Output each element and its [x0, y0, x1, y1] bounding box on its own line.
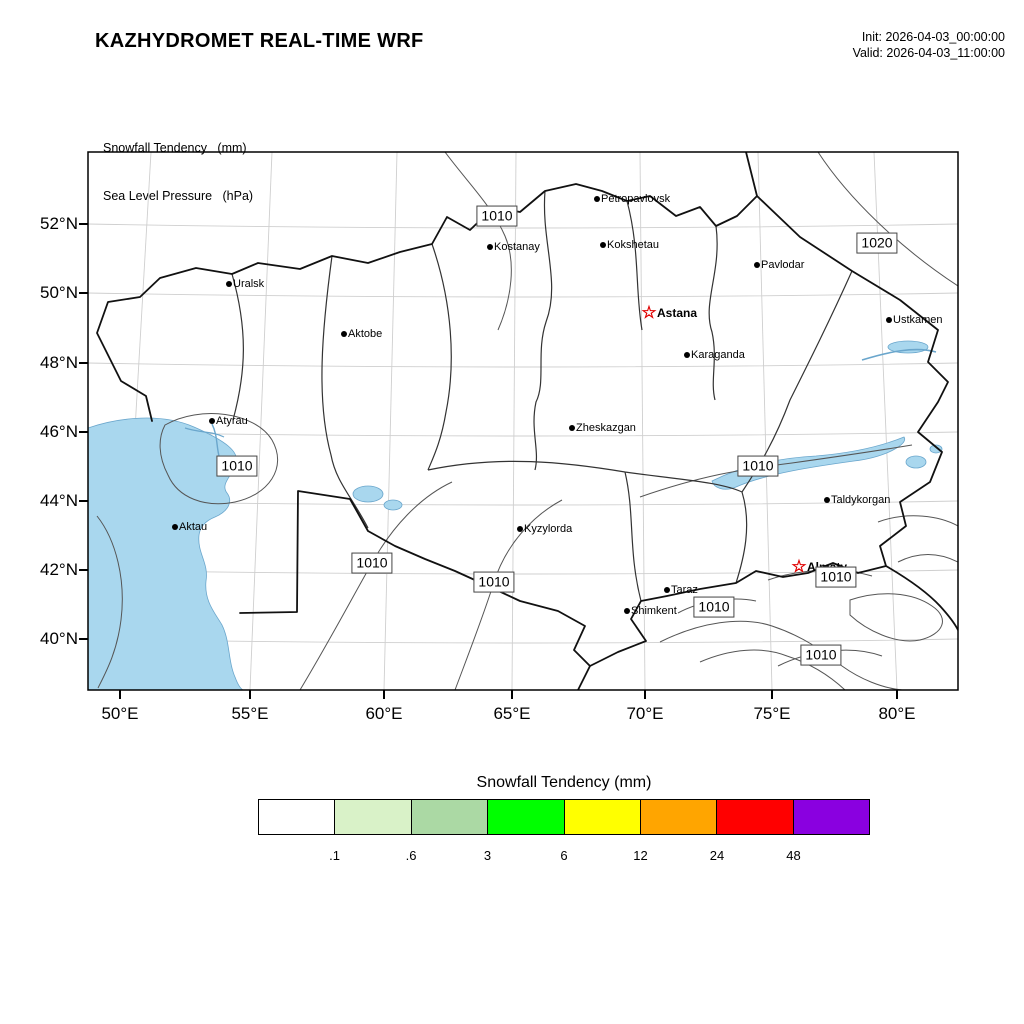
lake-alakol	[905, 455, 927, 469]
region-borders	[231, 190, 853, 602]
init-time: Init: 2026-04-03_00:00:00	[861, 30, 1005, 44]
lake-balkhash	[711, 436, 906, 490]
small-lake	[929, 444, 943, 454]
field-label-pressure: Sea Level Pressure (hPa)	[103, 189, 254, 204]
aral-sea	[352, 485, 384, 503]
lake-zaysan	[887, 340, 929, 354]
river	[861, 348, 937, 361]
country-border	[96, 152, 958, 690]
caspian-sea	[88, 417, 244, 690]
run-times: Init: 2026-04-03_00:00:00 Valid: 2026-04…	[853, 30, 1005, 61]
field-label-snowfall: Snowfall Tendency (mm)	[103, 140, 247, 155]
colorbar-segment	[716, 799, 794, 835]
colorbar	[258, 799, 870, 835]
small-lake	[383, 499, 403, 511]
page-title: KAZHYDROMET REAL-TIME WRF	[95, 30, 424, 52]
colorbar-segment	[792, 799, 870, 835]
valid-time: Valid: 2026-04-03_11:00:00	[852, 45, 1005, 60]
river	[184, 427, 225, 438]
colorbar-segment	[563, 799, 641, 835]
field-labels: Snowfall Tendency (mm) Sea Level Pressur…	[103, 107, 253, 237]
colorbar-segment	[410, 799, 489, 835]
legend-title: Snowfall Tendency (mm)	[476, 774, 652, 791]
pressure-contours	[96, 152, 958, 690]
map-frame	[87, 151, 959, 691]
water-bodies	[88, 340, 943, 690]
graticule-lines	[88, 152, 958, 690]
